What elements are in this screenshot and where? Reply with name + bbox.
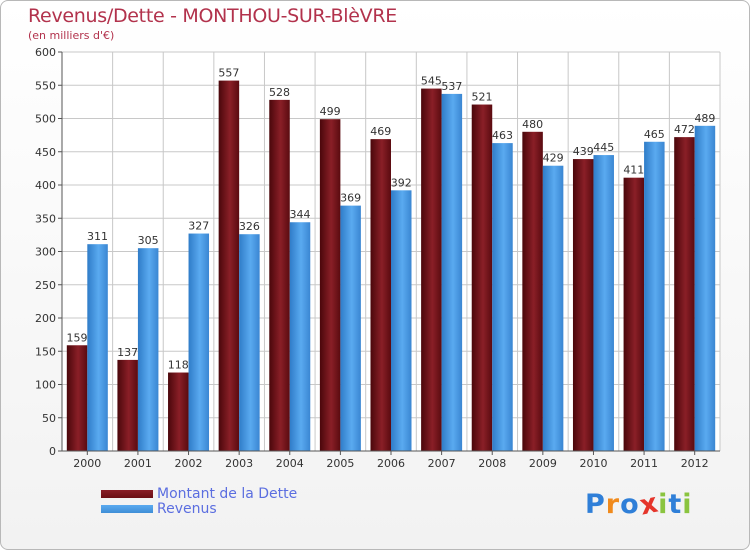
data-label-dette-2007: 545 (421, 75, 442, 88)
bar-revenus-2005 (340, 205, 361, 451)
bar-dette-2001 (117, 359, 138, 451)
logo-letter: i (682, 489, 693, 520)
y-tick-label: 0 (49, 445, 56, 458)
legend-item-revenus: Revenus (101, 502, 297, 517)
data-label-dette-2001: 137 (117, 346, 138, 359)
legend-swatch-revenus (101, 505, 153, 513)
bar-dette-2003 (218, 80, 240, 451)
bar-dette-2006 (370, 139, 391, 452)
x-tick-label-2000: 2000 (73, 457, 101, 470)
data-label-dette-2002: 118 (168, 359, 189, 372)
data-label-revenus-2002: 327 (188, 220, 209, 233)
x-tick-label-2005: 2005 (326, 457, 354, 470)
data-label-dette-2009: 480 (522, 118, 543, 131)
data-label-revenus-2008: 463 (492, 129, 513, 142)
data-label-dette-2006: 469 (370, 125, 391, 138)
x-tick-label-2003: 2003 (225, 457, 253, 470)
chart-title: Revenus/Dette - MONTHOU-SUR-BlèVRE (28, 5, 397, 27)
data-label-dette-2005: 499 (320, 105, 341, 118)
x-tick-label-2006: 2006 (377, 457, 405, 470)
x-tick-label-2008: 2008 (478, 457, 506, 470)
legend-swatch-dette (101, 490, 153, 498)
bar-revenus-2003 (239, 234, 260, 451)
data-label-revenus-2006: 392 (391, 176, 412, 189)
bar-dette-2000 (66, 345, 88, 451)
bar-revenus-2001 (137, 248, 159, 451)
logo-letter: t (668, 489, 683, 520)
y-tick-label: 100 (35, 379, 56, 392)
y-tick-label: 300 (35, 246, 56, 259)
bar-dette-2008 (471, 104, 493, 451)
y-tick-label: 150 (35, 345, 56, 358)
data-label-revenus-2003: 326 (239, 220, 260, 233)
data-label-dette-2008: 521 (471, 91, 492, 104)
x-tick-label-2002: 2002 (175, 457, 203, 470)
data-label-dette-2004: 528 (269, 86, 290, 99)
y-tick-label: 50 (42, 412, 56, 425)
data-label-revenus-2004: 344 (290, 208, 311, 221)
legend-label-dette: Montant de la Dette (157, 486, 298, 502)
bar-revenus-2002 (188, 233, 210, 451)
bar-revenus-2004 (289, 222, 311, 451)
bar-revenus-2007 (441, 93, 463, 452)
bar-revenus-2009 (542, 165, 564, 451)
bar-dette-2012 (674, 137, 695, 451)
bar-dette-2004 (269, 99, 290, 451)
bar-revenus-2011 (644, 141, 665, 451)
y-tick-label: 500 (35, 113, 56, 126)
y-tick-label: 550 (35, 79, 56, 92)
bar-dette-2005 (319, 119, 341, 451)
data-label-dette-2010: 439 (573, 145, 594, 158)
bar-revenus-2008 (492, 143, 513, 452)
data-label-dette-2003: 557 (218, 67, 239, 80)
x-tick-label-2011: 2011 (630, 457, 658, 470)
x-tick-label-2010: 2010 (579, 457, 607, 470)
x-tick-label-2007: 2007 (428, 457, 456, 470)
logo-letter: i (658, 489, 669, 520)
y-tick-label: 250 (35, 279, 56, 292)
chart-legend: Montant de la Dette Revenus (101, 487, 297, 517)
bar-revenus-2010 (593, 155, 614, 451)
data-label-dette-2012: 472 (674, 123, 695, 136)
y-tick-label: 450 (35, 146, 56, 159)
y-tick-label: 600 (35, 46, 56, 59)
x-tick-label-2004: 2004 (276, 457, 304, 470)
x-tick-label-2009: 2009 (529, 457, 557, 470)
bar-dette-2009 (522, 131, 543, 452)
bar-dette-2010 (572, 159, 594, 451)
bar-revenus-2012 (694, 125, 716, 451)
bar-dette-2011 (623, 177, 645, 451)
logo-letter: P (585, 489, 606, 520)
bar-revenus-2006 (391, 190, 412, 451)
data-label-revenus-2010: 445 (593, 141, 614, 154)
x-tick-label-2012: 2012 (681, 457, 709, 470)
chart-subtitle: (en milliers d'€) (28, 29, 115, 42)
logo-letter: o (620, 489, 640, 520)
legend-item-dette: Montant de la Dette (101, 487, 297, 502)
x-tick-label-2001: 2001 (124, 457, 152, 470)
bar-dette-2007 (421, 88, 442, 451)
data-label-revenus-2005: 369 (340, 192, 361, 205)
y-tick-label: 400 (35, 179, 56, 192)
data-label-revenus-2000: 311 (87, 230, 108, 243)
data-label-dette-2000: 159 (67, 331, 88, 344)
data-label-revenus-2011: 465 (644, 128, 665, 141)
data-label-dette-2011: 411 (623, 164, 644, 177)
logo-letter: r (605, 489, 621, 520)
y-tick-label: 350 (35, 212, 56, 225)
proxiti-logo: Proxiti (585, 487, 693, 521)
data-label-revenus-2007: 537 (441, 80, 462, 93)
data-label-revenus-2009: 429 (543, 152, 564, 165)
y-tick-label: 200 (35, 312, 56, 325)
bar-dette-2002 (168, 372, 189, 451)
data-label-revenus-2001: 305 (138, 234, 159, 247)
bar-revenus-2000 (87, 244, 108, 451)
legend-label-revenus: Revenus (157, 501, 217, 517)
data-label-revenus-2012: 489 (694, 112, 715, 125)
